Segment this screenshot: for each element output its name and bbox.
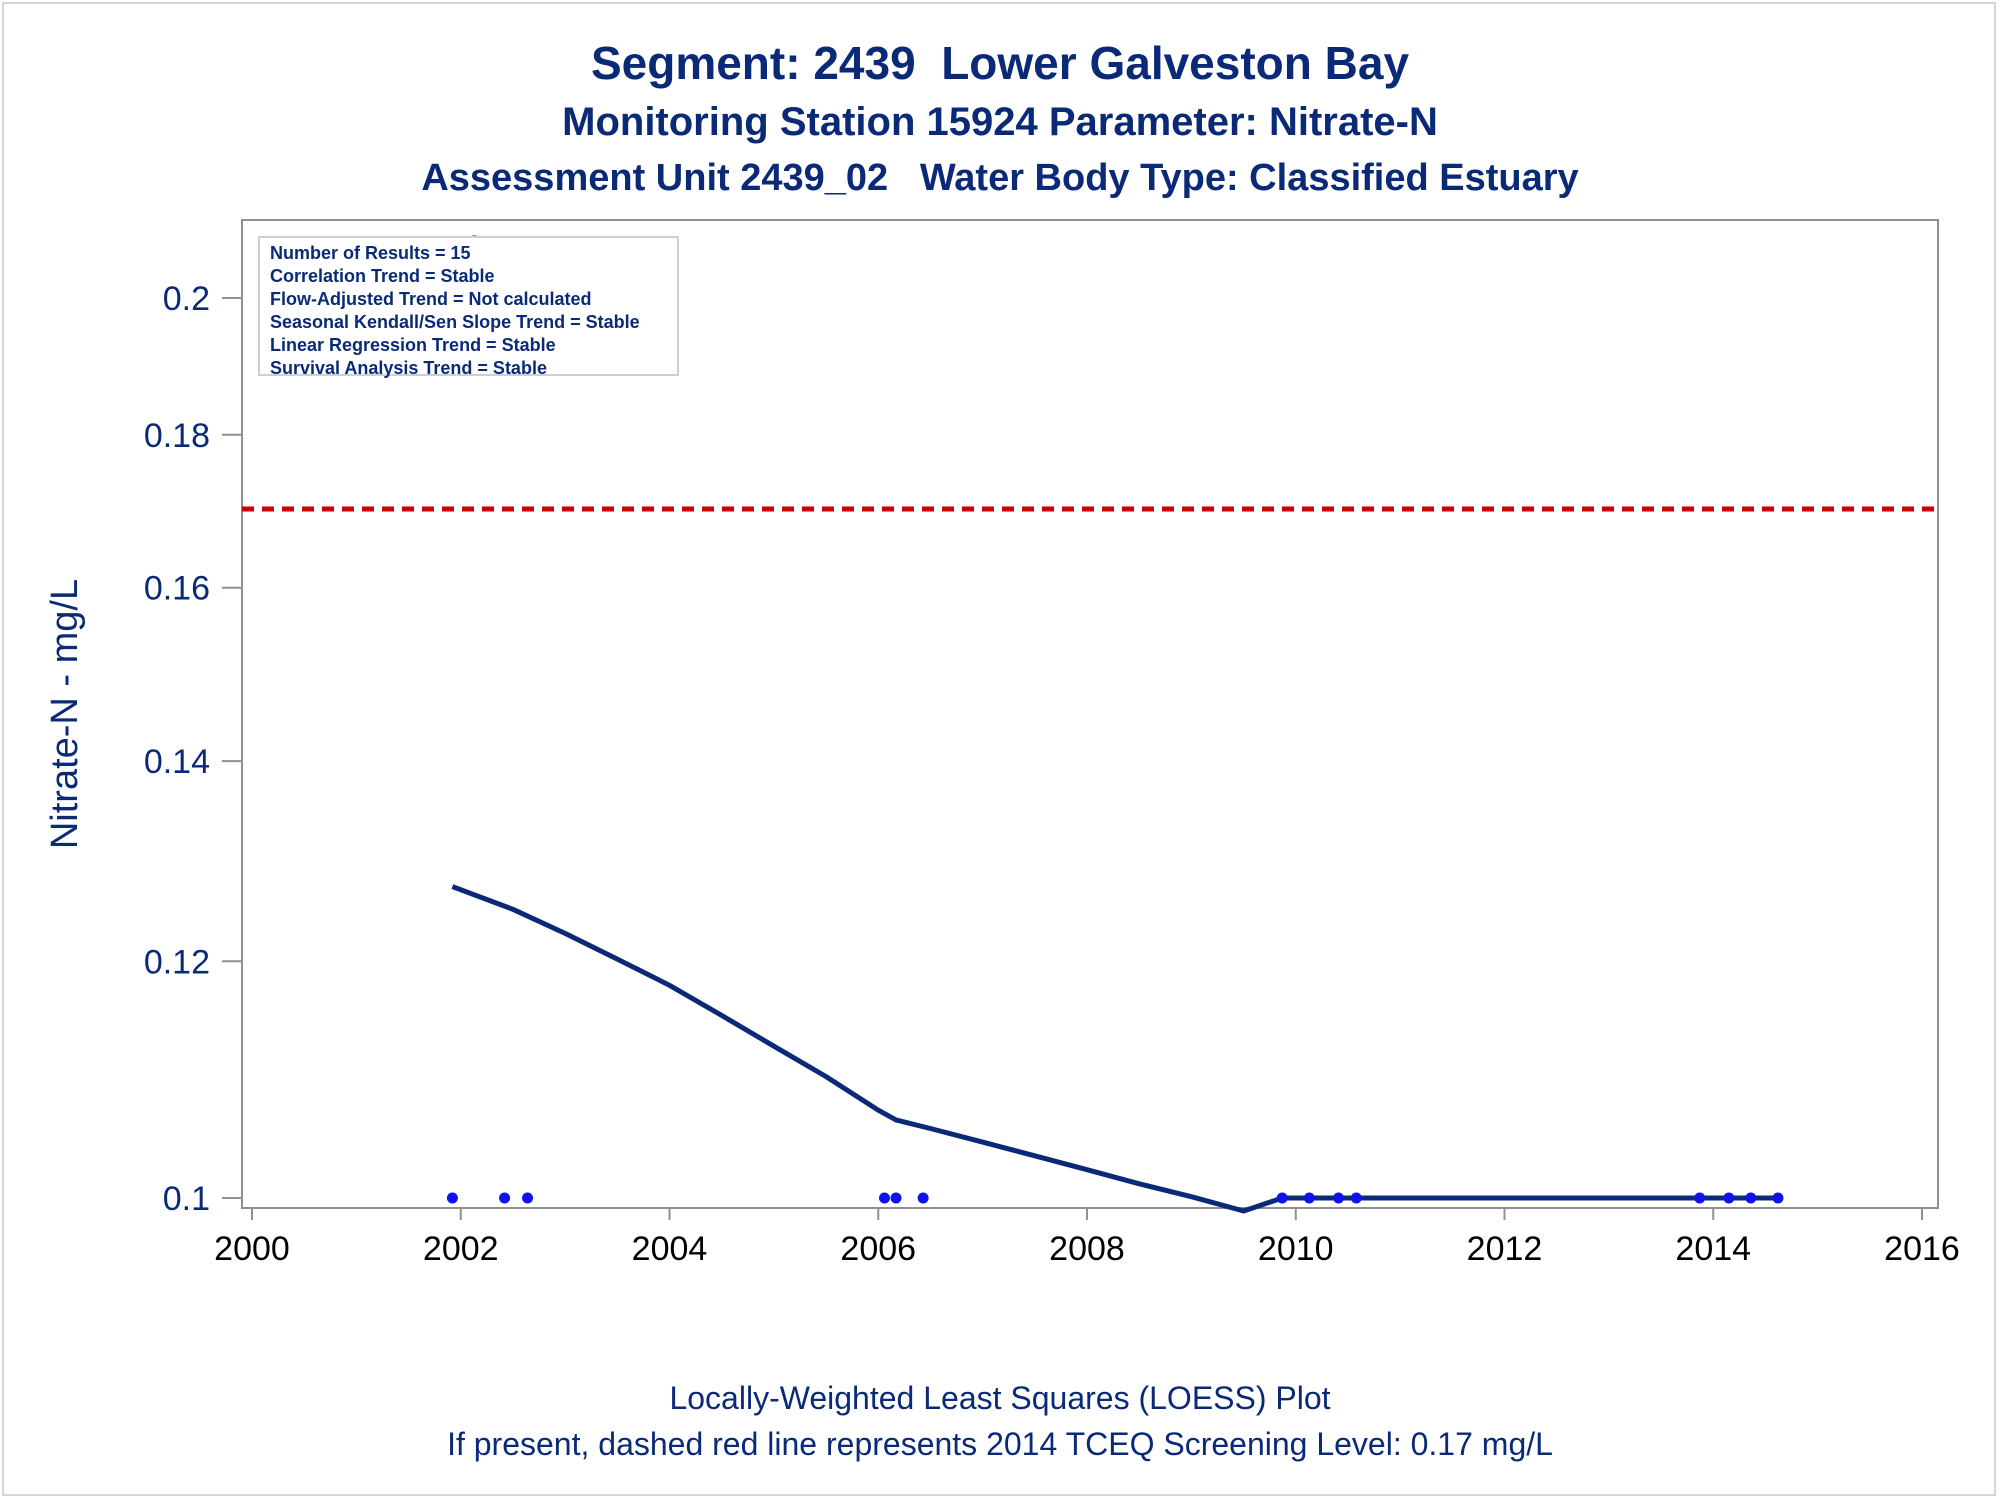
stat-number-of-results: Number of Results = 15 [270,243,471,263]
stat-survival-analysis-trend: Survival Analysis Trend = Stable [270,358,547,378]
loess-line [451,884,1778,1214]
data-point [1694,1192,1706,1204]
x-tick-label-2008: 2008 [1049,1230,1125,1268]
x-tick-label-2012: 2012 [1467,1230,1543,1268]
y-tick-label-0.18: 0.18 [144,417,210,455]
footnote-loess: Locally-Weighted Least Squares (LOESS) P… [669,1380,1331,1416]
y-tick-label-0.12: 0.12 [144,943,210,981]
data-point [1333,1192,1345,1204]
x-tick-label-2000: 2000 [214,1230,290,1268]
footnote-screening-level: If present, dashed red line represents 2… [447,1426,1553,1462]
y-tick-label-0.14: 0.14 [144,743,210,781]
data-point [1303,1192,1315,1204]
data-point [890,1192,902,1204]
data-point [1723,1192,1735,1204]
x-tick-label-2010: 2010 [1258,1230,1334,1268]
data-point [499,1192,511,1204]
y-tick-label-0.16: 0.16 [144,570,210,608]
chart-subtitle-station: Monitoring Station 15924 Parameter: Nitr… [562,100,1438,144]
x-tick-label-2014: 2014 [1675,1230,1751,1268]
y-tick-label-0.1: 0.1 [163,1180,210,1218]
data-point [446,1192,458,1204]
stat-flow-adjusted-trend: Flow-Adjusted Trend = Not calculated [270,289,592,309]
trend-statistics-box: Number of Results = 15 Correlation Trend… [258,236,679,378]
x-tick-label-2002: 2002 [423,1230,499,1268]
x-tick-label-2004: 2004 [632,1230,708,1268]
plot-area-border [241,219,1939,1209]
x-tick-label-2006: 2006 [840,1230,916,1268]
y-tick-label-0.2: 0.2 [163,280,210,318]
data-point [1350,1192,1362,1204]
data-point [522,1192,534,1204]
data-point [917,1192,929,1204]
stat-linear-regression-trend: Linear Regression Trend = Stable [270,335,556,355]
data-point [1276,1192,1288,1204]
chart-title: Segment: 2439 Lower Galveston Bay [590,37,1410,89]
data-point [879,1192,891,1204]
data-point [1772,1192,1784,1204]
y-axis-label: Nitrate-N - mg/L [44,579,86,849]
data-point [1745,1192,1757,1204]
stat-correlation-trend: Correlation Trend = Stable [270,266,495,286]
plot-layer: 2000 2002 2004 2006 2008 2010 2012 2014 2016 0.1 0… [44,219,1960,1268]
chart-subtitle-assessment: Assessment Unit 2439_02 Water Body Type:… [421,157,1579,199]
stat-seasonal-kendall-trend: Seasonal Kendall/Sen Slope Trend = Stabl… [270,312,640,332]
x-tick-label-2016: 2016 [1884,1230,1960,1268]
